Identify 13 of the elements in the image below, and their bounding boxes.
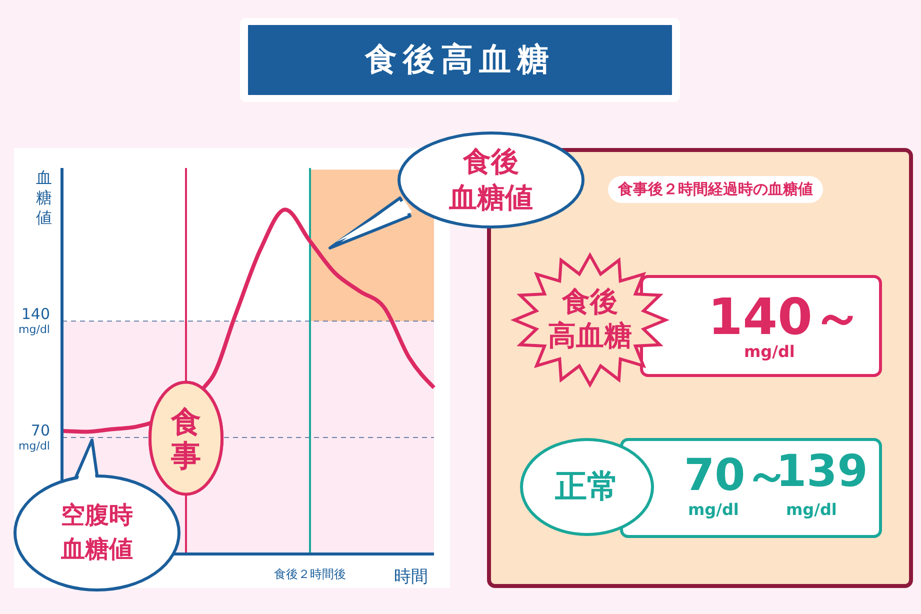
text: 食後高血糖 [547,285,633,353]
text: 空腹時 [61,501,133,529]
text: mg/dl [786,500,837,519]
text: 血糖値 [36,168,52,227]
x-axis-title: 時間 [394,567,428,587]
chart-title: 食後高血糖 [248,25,672,95]
x-tick-label: 食後２時間後 [274,567,346,581]
text: 正常 [520,438,654,536]
text: 食事後２時間経過時の血糖値 [608,176,823,203]
annotation: 食事 [170,405,201,474]
text: 食後血糖値 [448,144,534,216]
text: mg/dl [688,500,739,519]
y-axis-title: 血糖値 [60,534,134,565]
